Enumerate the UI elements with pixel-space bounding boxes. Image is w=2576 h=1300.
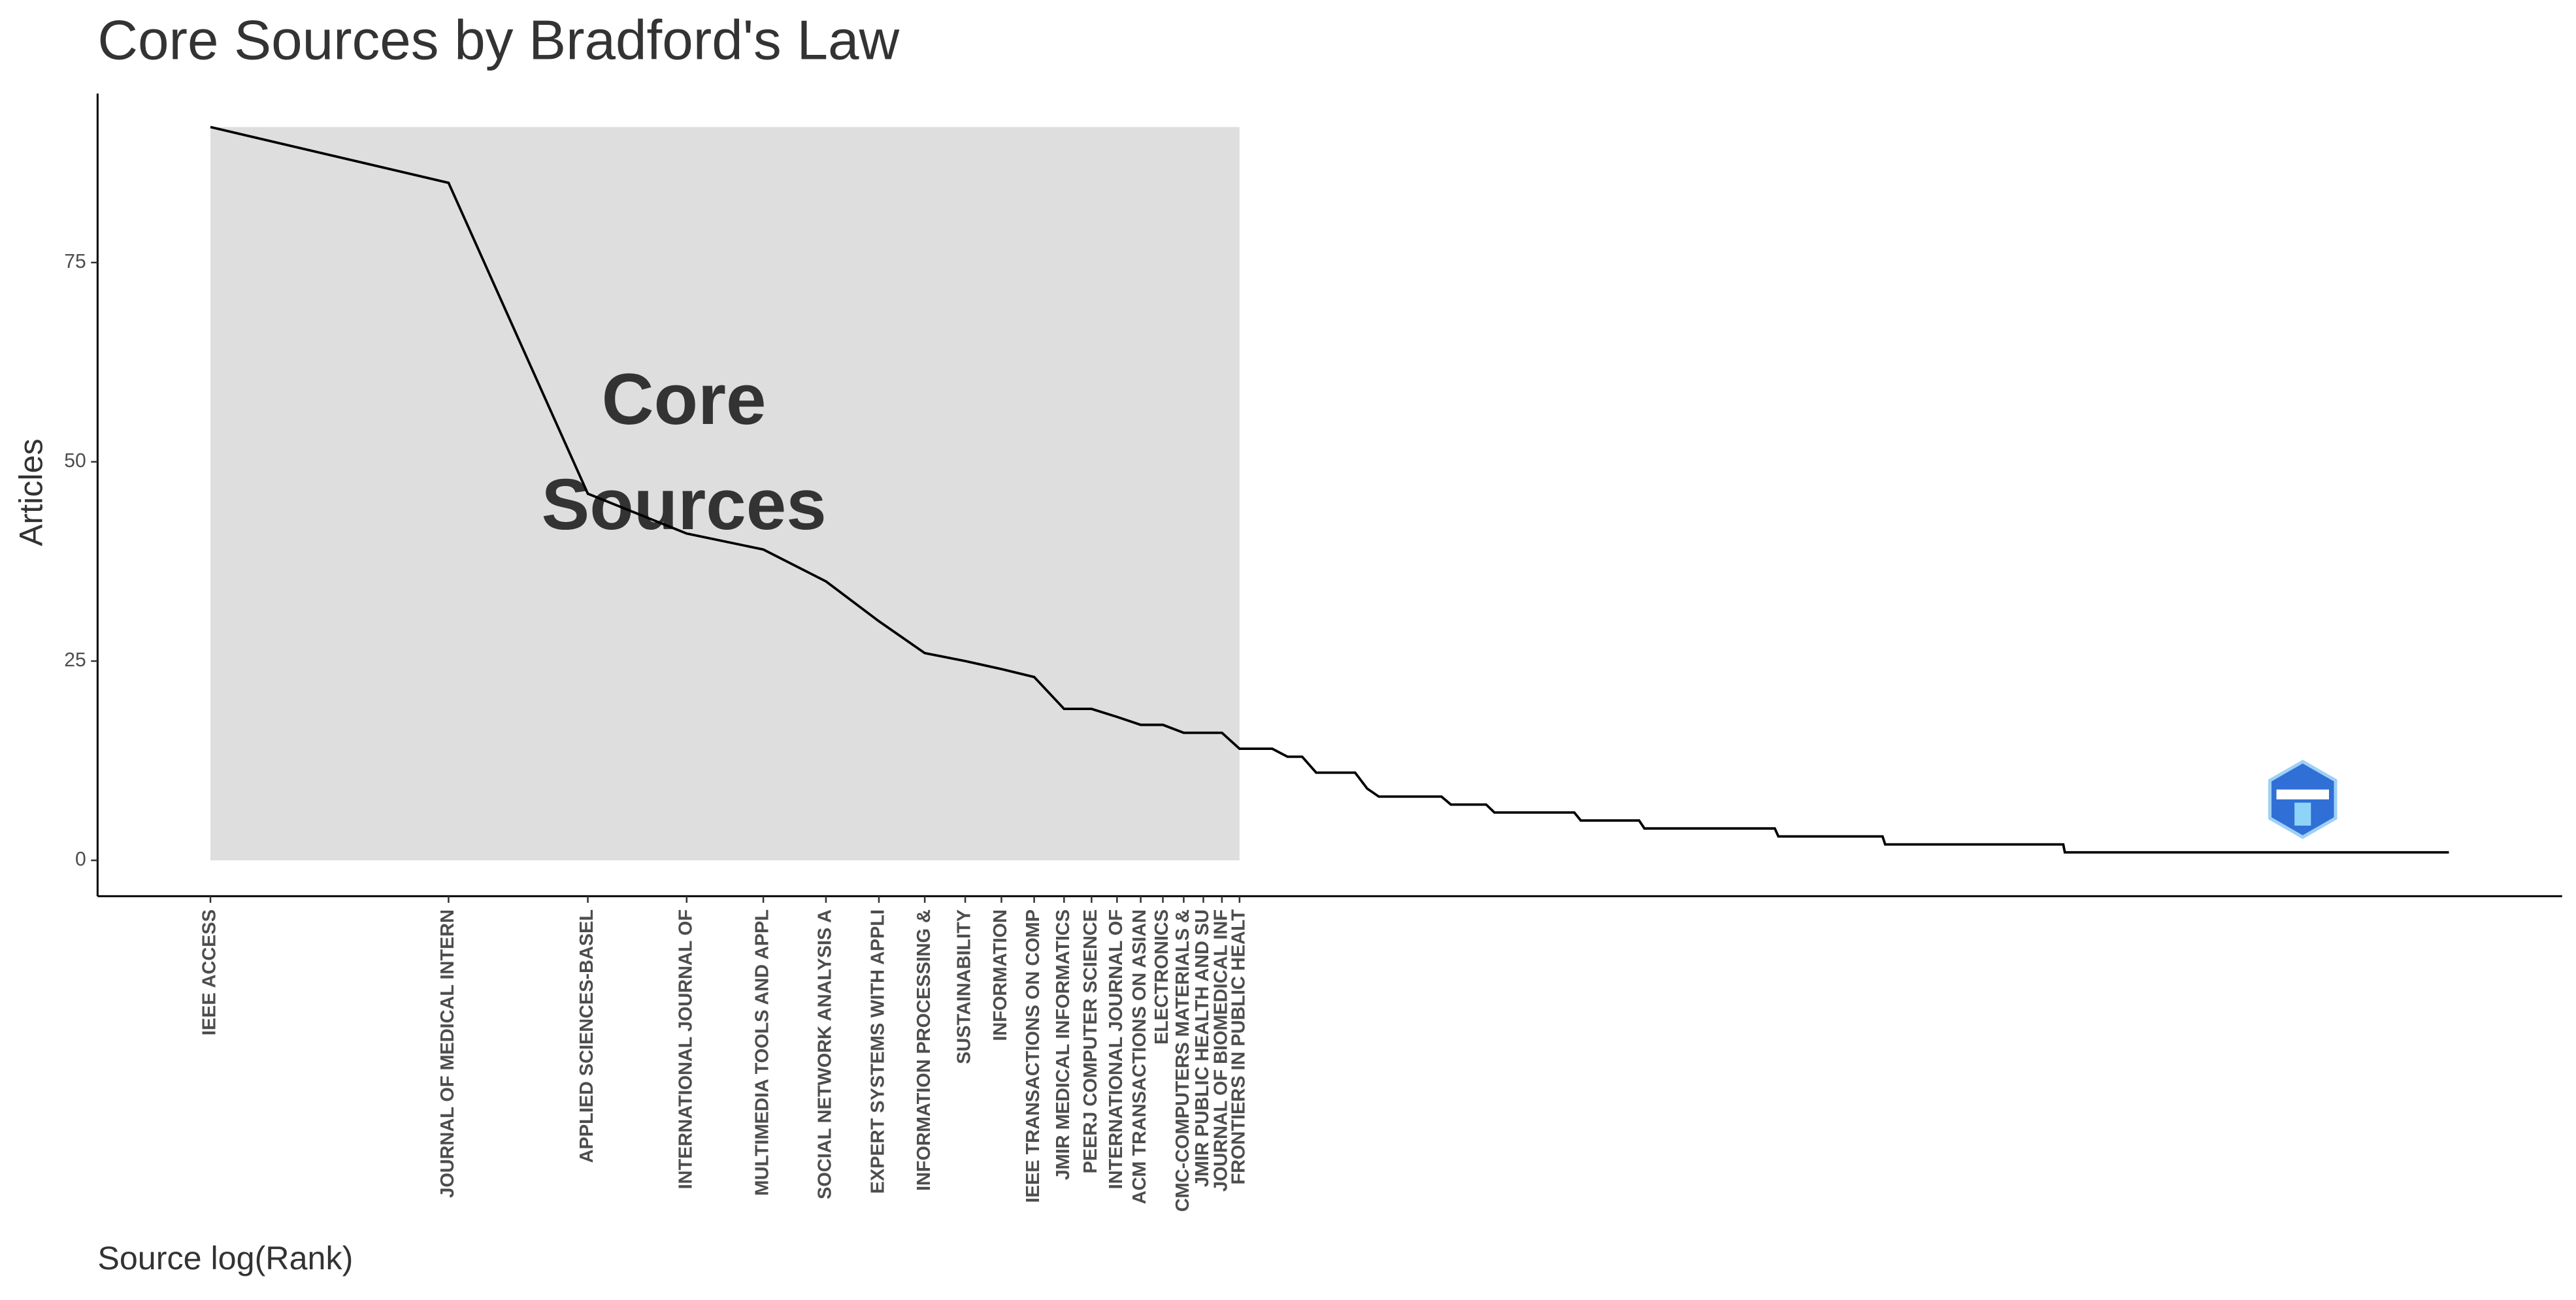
x-tick-label: FRONTIERS IN PUBLIC HEALT: [1228, 909, 1249, 1185]
x-axis-title: Source log(Rank): [97, 1240, 353, 1276]
x-tick-label: JOURNAL OF BIOMEDICAL INF: [1211, 909, 1232, 1192]
y-tick-label: 25: [64, 649, 86, 671]
x-tick-label: ACM TRANSACTIONS ON ASIAN: [1129, 909, 1150, 1204]
x-tick-label: INTERNATIONAL JOURNAL OF: [1106, 909, 1127, 1189]
x-tick-label: SOCIAL NETWORK ANALYSIS A: [815, 909, 836, 1199]
y-axis-title: Articles: [13, 438, 50, 546]
x-tick-label: PEERJ COMPUTER SCIENCE: [1080, 909, 1101, 1173]
x-tick-label: SUSTAINABILITY: [954, 909, 975, 1064]
x-tick-label: INTERNATIONAL JOURNAL OF: [675, 909, 696, 1189]
x-tick-label: CMC-COMPUTERS MATERIALS &: [1172, 909, 1193, 1212]
core-annotation: Core: [602, 359, 767, 440]
x-tick-label: INFORMATION: [990, 909, 1011, 1041]
x-tick-label: JOURNAL OF MEDICAL INTERN: [437, 909, 458, 1198]
x-tick-label: JMIR PUBLIC HEALTH AND SU: [1192, 909, 1213, 1187]
x-tick-label: IEEE ACCESS: [199, 909, 220, 1035]
logo-building: [2294, 802, 2311, 826]
x-tick-label: MULTIMEDIA TOOLS AND APPL: [752, 909, 773, 1195]
logo-band: [2276, 789, 2330, 800]
y-tick-label: 0: [75, 849, 86, 870]
x-tick-label: ELECTRONICS: [1151, 909, 1172, 1045]
x-tick-label: IEEE TRANSACTIONS ON COMP: [1023, 909, 1044, 1203]
x-tick-label: APPLIED SCIENCES-BASEL: [576, 909, 597, 1163]
x-tick-label: INFORMATION PROCESSING &: [914, 909, 934, 1191]
x-tick-label: JMIR MEDICAL INFORMATICS: [1053, 909, 1074, 1180]
logo-hexagon: [2268, 759, 2337, 839]
data-line: [210, 125, 2449, 854]
logo: [2268, 759, 2337, 839]
y-tick-label: 75: [64, 251, 86, 272]
y-tick-label: 50: [64, 450, 86, 472]
chart-title: Core Sources by Bradford's Law: [97, 9, 899, 71]
core-zone: [210, 127, 1240, 860]
x-tick-label: EXPERT SYSTEMS WITH APPLI: [868, 909, 889, 1194]
